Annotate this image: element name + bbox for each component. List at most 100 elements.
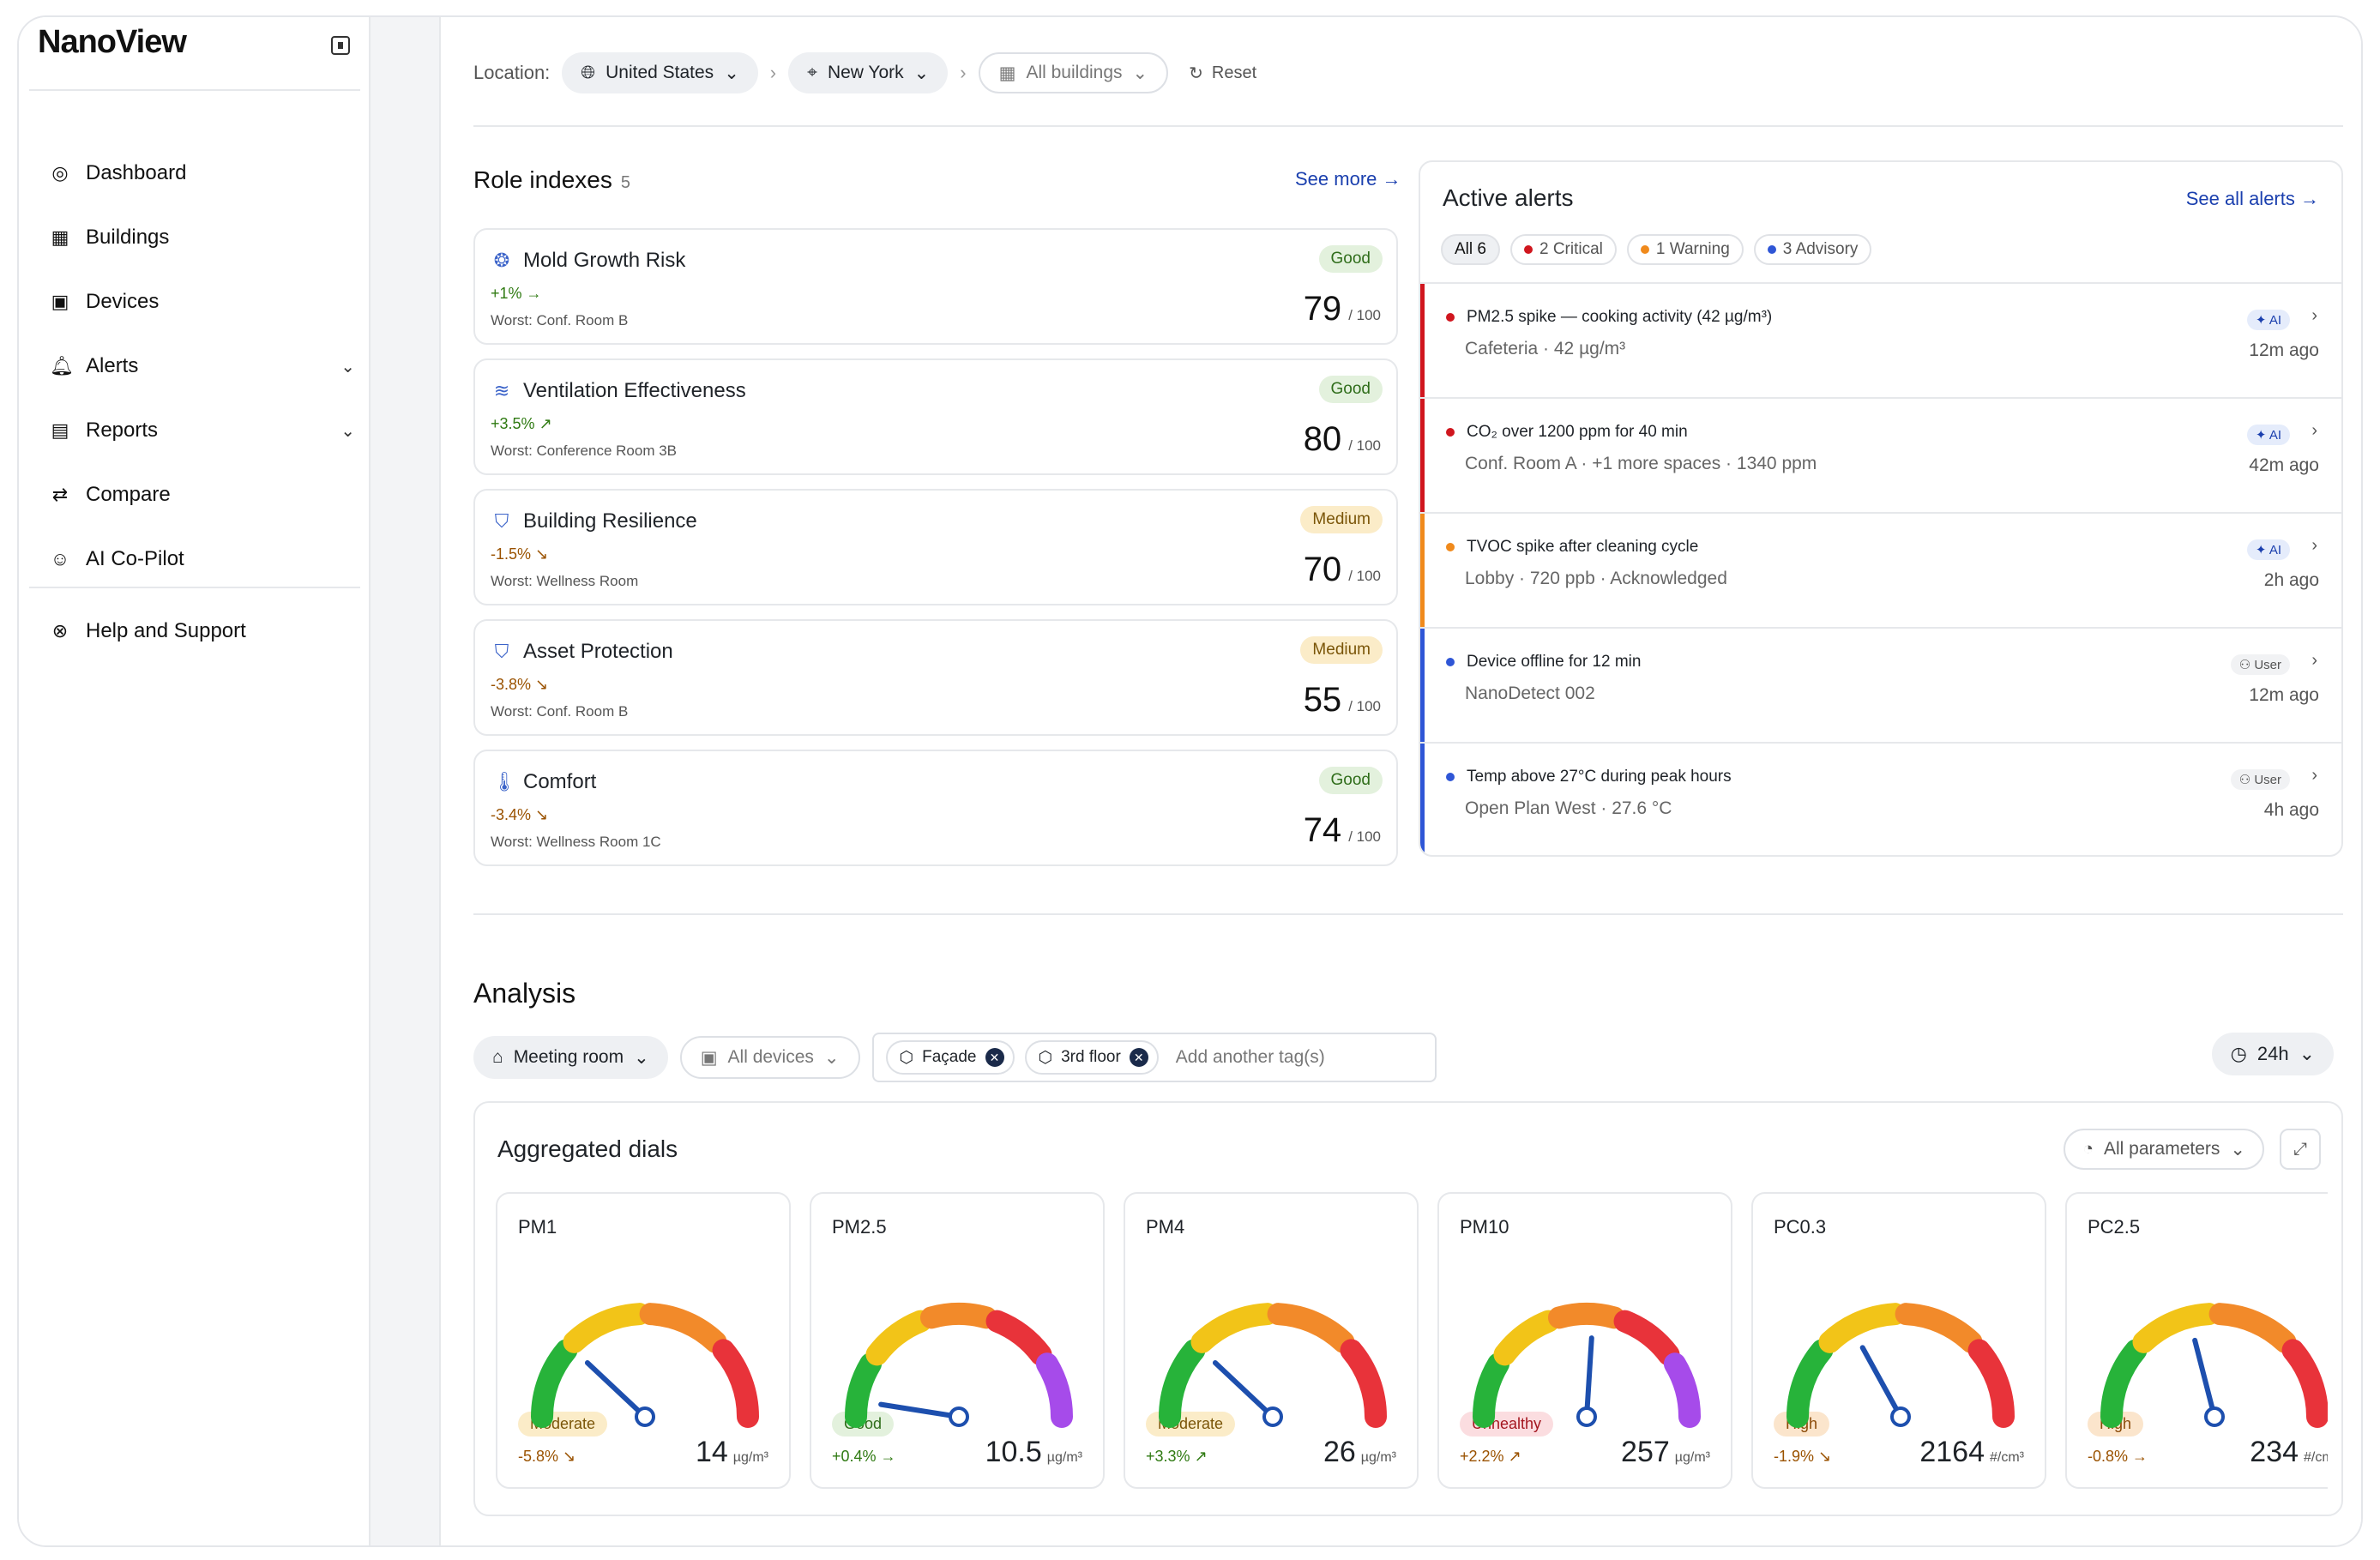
tag-chip[interactable]: ⬡ Façade ✕ [885, 1040, 1015, 1075]
sidebar-item-alerts[interactable]: 🔔︎ Alerts ⌄ [50, 347, 355, 385]
see-more-link[interactable]: See more → [1295, 168, 1401, 190]
dial-name: PC0.3 [1774, 1216, 1827, 1238]
alert-row[interactable]: Temp above 27°C during peak hours Open P… [1420, 742, 2341, 855]
reset-button[interactable]: ↻ Reset [1189, 63, 1257, 83]
report-icon: ▤ [51, 419, 69, 441]
role-index-card[interactable]: 🌡︎ Comfort -3.4% ↘ Worst: Wellness Room 1… [473, 750, 1398, 866]
sidebar-item-devices[interactable]: ▣ Devices [50, 283, 355, 321]
chevron-right-icon[interactable]: › [2311, 421, 2317, 440]
alert-source-tag: ✦ AI [2246, 539, 2290, 560]
collapse-sidebar-icon[interactable] [331, 36, 350, 55]
gauge [1787, 1303, 2015, 1428]
globe-icon: 🌐︎ [581, 63, 596, 82]
chevron-right-icon[interactable]: › [2311, 651, 2317, 670]
breadcrumb-separator: › [769, 62, 777, 83]
remove-tag-icon[interactable]: ✕ [985, 1048, 1004, 1067]
location-label: Location: [473, 62, 551, 83]
gauge-segment-orange [1547, 1303, 1626, 1329]
sidebar-item-label: Help and Support [86, 619, 246, 642]
alert-title: Device offline for 12 min [1446, 653, 1641, 672]
gauge [2100, 1303, 2328, 1428]
dial-value: 2164 #/cm³ [1919, 1436, 2024, 1468]
dial-card[interactable]: PM10 Unhealthy +2.2% ↗ 257 µg/m³ [1437, 1192, 1732, 1489]
time-range-select[interactable]: ◷ 24h ⌄ [2211, 1033, 2334, 1075]
status-badge: Medium [1300, 506, 1383, 533]
severity-dot [1446, 773, 1455, 781]
app-window: NanoView ◎ Dashboard ▦ Buildings ▣ Devices 🔔︎ A… [17, 15, 2363, 1547]
sidebar-item-compare[interactable]: ⇄ Compare [50, 476, 355, 514]
gauge-segment-red [2281, 1339, 2328, 1428]
alert-filter-chip[interactable]: All 6 [1441, 234, 1500, 265]
dial-card[interactable]: PM4 Moderate +3.3% ↗ 26 µg/m³ [1124, 1192, 1419, 1489]
gauge-segment-green [1787, 1339, 1834, 1428]
aggregated-dials-title: Aggregated dials [497, 1135, 678, 1162]
arrow-right-icon: → [1382, 168, 1401, 190]
sidebar-item-ai-co-pilot[interactable]: ☺ AI Co-Pilot [50, 540, 355, 578]
gauge-segment-orange [2208, 1303, 2297, 1353]
space-type-select[interactable]: ⌂ Meeting room ⌄ [473, 1036, 668, 1079]
chevron-down-icon[interactable]: ⌄ [340, 421, 355, 441]
sidebar-item-buildings[interactable]: ▦ Buildings [50, 219, 355, 256]
country-select[interactable]: 🌐︎ United States ⌄ [562, 52, 758, 93]
severity-dot [1446, 313, 1455, 322]
tag-input[interactable]: Add another tag(s) [1175, 1047, 1325, 1067]
user-icon: ⚇ [2238, 773, 2251, 787]
dials-row: PM1 Moderate -5.8% ↘ 14 µg/m³ PM2.5 Good +… [496, 1192, 2328, 1492]
role-name: ⛉ Asset Protection [492, 640, 673, 664]
chevron-right-icon[interactable]: › [2311, 306, 2317, 325]
chevron-down-icon[interactable]: ⌄ [340, 357, 355, 376]
role-index-card[interactable]: ≋ Ventilation Effectiveness +3.5% ↗ Worst… [473, 358, 1398, 475]
role-index-card[interactable]: ⛉ Building Resilience -1.5% ↘ Worst: Well… [473, 489, 1398, 605]
clock-icon: ◷ [2230, 1043, 2247, 1064]
alert-filter-chip[interactable]: 2 Critical [1509, 234, 1617, 265]
gauge [1473, 1303, 1701, 1428]
expand-icon[interactable]: ⤢ [2280, 1129, 2321, 1170]
alert-row[interactable]: TVOC spike after cleaning cycle Lobby · … [1420, 512, 2341, 627]
severity-bar [1420, 744, 1425, 855]
sidebar-item-label: Dashboard [86, 161, 187, 184]
sidebar-item-dashboard[interactable]: ◎ Dashboard [50, 154, 355, 192]
building-select[interactable]: ▦ All buildings ⌄ [978, 52, 1169, 93]
chevron-right-icon[interactable]: › [2311, 536, 2317, 555]
alert-row[interactable]: PM2.5 spike — cooking activity (42 µg/m³… [1420, 282, 2341, 397]
dial-name: PM4 [1146, 1216, 1185, 1238]
sidebar-item-reports[interactable]: ▤ Reports ⌄ [50, 412, 355, 449]
gauge-hub [635, 1406, 655, 1427]
role-name: ❂ Mold Growth Risk [493, 249, 686, 272]
role-index-card[interactable]: ⛉ Asset Protection -3.8% ↘ Worst: Conf. R… [473, 619, 1398, 736]
alert-row[interactable]: Device offline for 12 min NanoDetect 002… [1420, 627, 2341, 742]
role-trend: -1.5% ↘ [491, 545, 549, 563]
divider [473, 913, 2343, 915]
bell-icon: 🔔︎ [50, 355, 74, 376]
trend-arrow-icon: ↗ [539, 415, 552, 432]
dial-card[interactable]: PC2.5 High -0.8% → 234#/cm³ [2065, 1192, 2328, 1489]
gauge-segment-yellow [1190, 1303, 1279, 1353]
dial-name: PM1 [518, 1216, 557, 1238]
tag-icon: ⬡ [1038, 1048, 1053, 1067]
chevron-right-icon[interactable]: › [2311, 766, 2317, 785]
tag-chip[interactable]: ⬡ 3rd floor ✕ [1024, 1040, 1159, 1075]
sidebar-item-help[interactable]: ⊗ Help and Support [50, 612, 355, 650]
alert-row[interactable]: CO₂ over 1200 ppm for 40 min Conf. Room … [1420, 397, 2341, 512]
status-badge: Medium [1300, 636, 1383, 664]
tag-filter-box[interactable]: ⬡ Façade ✕ ⬡ 3rd floor ✕ Add another tag(s) [871, 1033, 1437, 1082]
status-badge: Good [1318, 767, 1383, 794]
gauge-segment-green [1473, 1352, 1510, 1428]
severity-dot [1767, 245, 1776, 254]
dial-card[interactable]: PM2.5 Good +0.4% → 10.5 µg/m³ [810, 1192, 1105, 1489]
dial-card[interactable]: PM1 Moderate -5.8% ↘ 14 µg/m³ [496, 1192, 791, 1489]
alert-filter-chip[interactable]: 1 Warning [1626, 234, 1744, 265]
dial-name: PM2.5 [832, 1216, 887, 1238]
dial-value: 26 µg/m³ [1323, 1436, 1396, 1468]
parameters-select[interactable]: ◔ All parameters ⌄ [2064, 1129, 2264, 1170]
see-all-alerts-link[interactable]: See all alerts → [2185, 188, 2319, 209]
devices-select[interactable]: ▣ All devices ⌄ [679, 1036, 860, 1079]
dial-trend: -1.9% ↘ [1774, 1448, 1832, 1465]
alert-filter-chip[interactable]: 3 Advisory [1753, 234, 1872, 265]
dial-trend: +0.4% → [832, 1448, 896, 1465]
role-index-card[interactable]: ❂ Mold Growth Risk +1% → Worst: Conf. Roo… [473, 228, 1398, 345]
city-select[interactable]: ⌖ New York ⌄ [788, 52, 949, 93]
dial-card[interactable]: PC0.3 High -1.9% ↘ 2164 #/cm³ [1751, 1192, 2046, 1489]
remove-tag-icon[interactable]: ✕ [1129, 1048, 1148, 1067]
role-trend: +3.5% ↗ [491, 415, 552, 432]
